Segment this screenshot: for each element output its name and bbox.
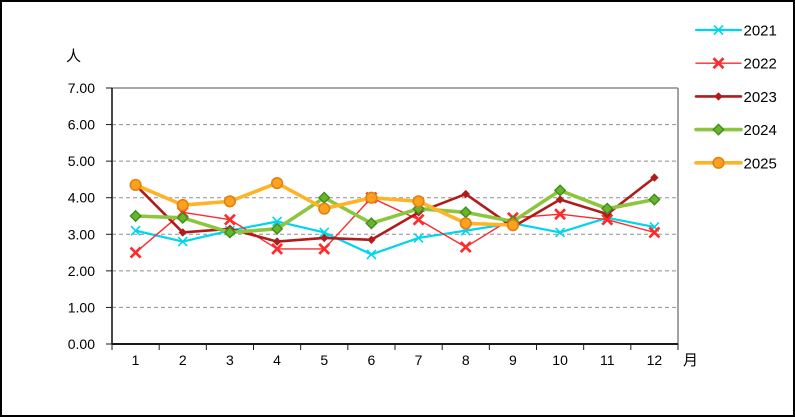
marker-2024-m12 [648,193,661,206]
x-tick-label-10: 10 [552,352,568,368]
x-tick-label-1: 1 [132,352,140,368]
marker-2022-m3 [223,213,236,226]
x-tick-label-9: 9 [509,352,517,368]
y-tick-label-7: 7.00 [68,80,95,96]
legend-label-2025: 2025 [744,155,777,172]
x-tick-label-7: 7 [415,352,423,368]
y-tick-label-2: 2.00 [68,263,95,279]
marker-2025-m8 [459,217,472,230]
legend-label-2022: 2022 [744,56,777,73]
legend-marker-2022 [712,57,725,70]
legend-label-2021: 2021 [744,23,777,40]
marker-2024-m2 [176,211,189,225]
marker-2025-m3 [223,195,237,208]
marker-2022-m1 [129,246,142,259]
marker-2021-m1 [130,225,141,236]
legend-marker-2025 [712,156,725,169]
y-tick-label-4: 4.00 [68,190,95,206]
y-tick-label-6: 6.00 [68,117,95,133]
x-tick-label-3: 3 [226,352,234,368]
legend-marker-2023 [714,92,723,101]
marker-2024-m10 [553,184,567,197]
y-tick-label-0: 0.00 [68,336,95,352]
marker-2025-m2 [176,198,189,212]
legend-marker-2024 [712,123,725,136]
marker-2025-m6 [365,191,378,204]
marker-2021-m7 [413,232,424,244]
x-tick-label-11: 11 [600,352,615,368]
marker-2023-m6 [367,235,376,244]
marker-2024-m8 [459,206,472,219]
marker-2022-m7 [412,213,425,226]
marker-2023-m2 [178,228,187,237]
marker-2021-m5 [319,227,330,238]
marker-2022-m12 [648,226,661,239]
marker-2025-m9 [506,219,520,232]
x-tick-label-8: 8 [462,352,470,368]
marker-2025-m7 [412,195,425,208]
marker-2025-m5 [318,202,331,215]
legend-label-2023: 2023 [744,89,777,106]
marker-2023-m12 [650,173,659,182]
series-line-2022 [134,197,656,254]
series-line-2024 [133,188,657,235]
marker-2022-m8 [459,241,472,254]
marker-2023-m8 [461,189,470,199]
x-tick-label-2: 2 [179,352,187,368]
x-tick-label-6: 6 [368,352,376,368]
x-axis-unit-label: 月 [683,352,699,369]
x-tick-label-5: 5 [320,352,328,368]
x-tick-label-4: 4 [273,352,281,368]
legend-label-2024: 2024 [744,122,777,139]
marker-2025-m1 [129,178,142,192]
marker-2024-m4 [270,222,284,235]
marker-2025-m4 [270,176,284,190]
y-tick-label-3: 3.00 [68,226,95,242]
marker-2022-m4 [271,242,284,255]
marker-2021-m10 [555,227,566,238]
y-tick-label-1: 1.00 [68,299,95,315]
series-line-2023 [134,176,656,243]
marker-2021-m4 [272,216,283,227]
marker-2024-m6 [365,217,378,230]
marker-2024-m11 [601,202,614,215]
marker-2022-m5 [318,242,331,255]
y-tick-label-5: 5.00 [68,153,95,169]
marker-2022-m10 [554,208,567,221]
marker-2021-m6 [366,249,377,260]
y-axis-unit-label: 人 [66,48,82,65]
legend-marker-2021 [713,24,724,36]
x-tick-label-12: 12 [647,352,663,368]
marker-2023-m4 [272,237,282,246]
marker-2024-m3 [223,226,237,239]
series-line-2021 [134,216,656,256]
marker-2023-m5 [320,233,329,243]
marker-2021-m2 [177,236,188,247]
marker-2022-m11 [601,213,614,226]
marker-2024-m1 [129,209,142,223]
marker-2023-m10 [555,195,565,204]
